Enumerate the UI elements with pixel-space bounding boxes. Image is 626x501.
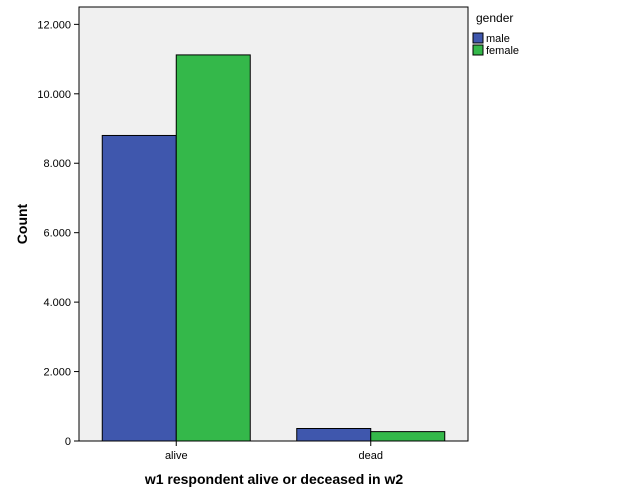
- y-axis-title: Count: [14, 203, 30, 244]
- y-tick-label: 4.000: [43, 297, 71, 309]
- y-axis: 0 2.000 4.000 6.000 8.000 10.000 12.000: [37, 19, 79, 448]
- x-axis: alive dead: [165, 441, 383, 462]
- legend-label-male: male: [486, 33, 510, 45]
- y-tick-label: 8.000: [43, 158, 71, 170]
- legend-swatch-male: [472, 32, 484, 44]
- bar-male-dead: [296, 428, 372, 442]
- bar-female-alive: [175, 54, 251, 442]
- legend-swatch-female: [472, 44, 484, 56]
- bar-male-alive: [101, 134, 177, 442]
- y-tick-label: 0: [65, 436, 71, 448]
- bars-group: [101, 54, 446, 442]
- y-tick-label: 6.000: [43, 228, 71, 240]
- x-axis-title: w1 respondent alive or deceased in w2: [144, 471, 404, 487]
- y-tick-label: 12.000: [37, 19, 71, 31]
- y-tick-label: 2.000: [43, 367, 71, 379]
- x-tick-label: alive: [165, 450, 188, 462]
- bar-female-dead: [370, 431, 446, 442]
- y-tick-label: 10.000: [37, 89, 71, 101]
- x-tick-label: dead: [359, 450, 383, 462]
- legend-title: gender: [476, 11, 513, 25]
- legend-label-female: female: [486, 45, 519, 57]
